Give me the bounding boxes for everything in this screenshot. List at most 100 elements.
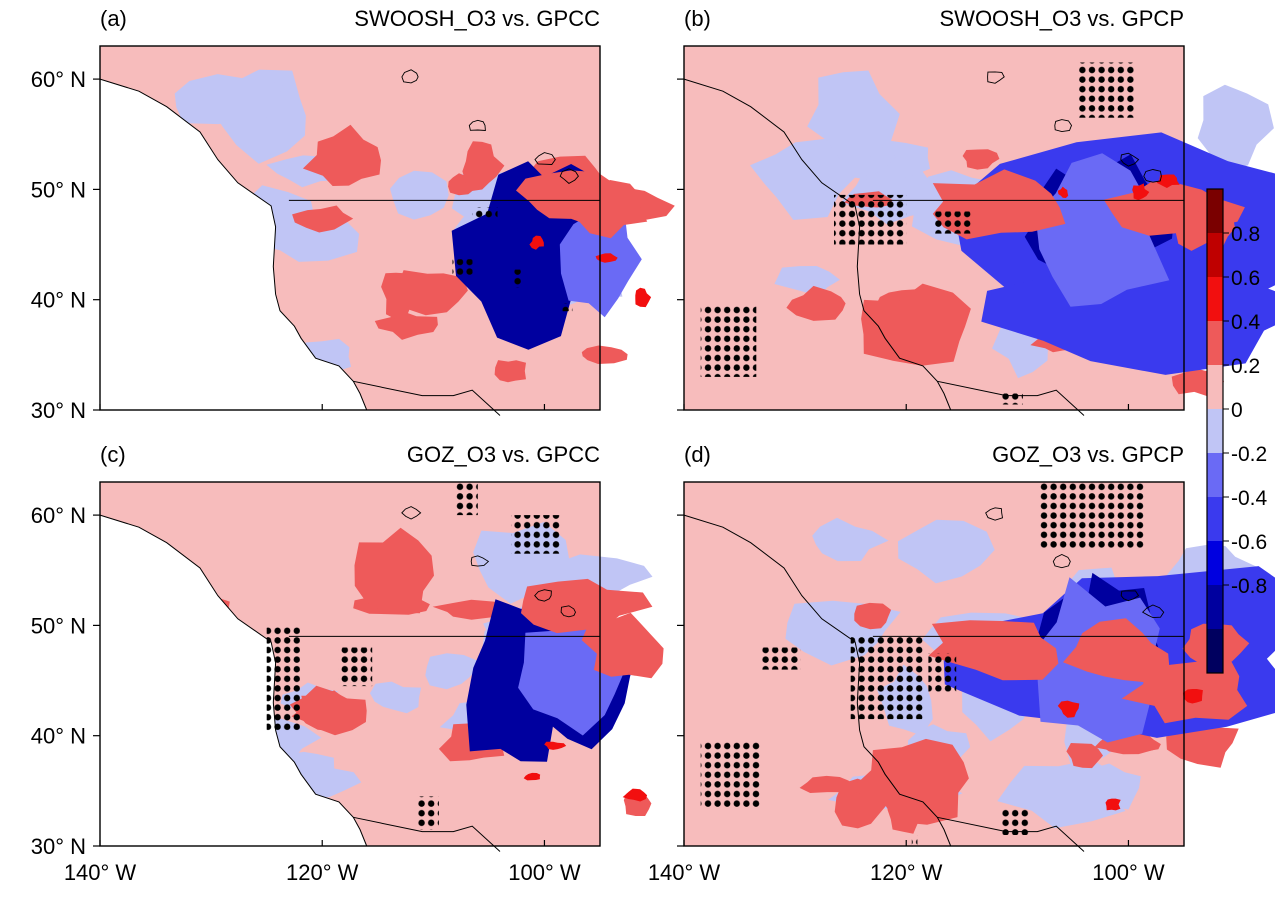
lon-tick-label: 120° W — [286, 860, 359, 885]
colorbar-label: 0 — [1231, 399, 1243, 422]
lake-outline — [401, 506, 422, 520]
coastline — [683, 78, 952, 411]
field-contour — [559, 180, 648, 239]
panel-c-coastline — [99, 506, 600, 852]
colorbar-swatch — [1207, 409, 1223, 454]
field-contour — [1066, 743, 1103, 769]
panel-b-title: SWOOSH_O3 vs. GPCP — [940, 6, 1185, 31]
lake-outline — [468, 119, 486, 131]
panel-a: (a) SWOOSH_O3 vs. GPCC 30° N 40° N 50° N 60… — [31, 6, 675, 423]
panel-a-tag: (a) — [100, 6, 127, 31]
field-contour — [1057, 186, 1069, 198]
significance-dots — [511, 515, 562, 554]
colorbar-swatch — [1207, 277, 1223, 322]
lake-outline — [1143, 169, 1162, 183]
significance-dots — [700, 305, 757, 377]
lake-outline — [534, 152, 556, 165]
field-contour — [807, 70, 900, 163]
panel-d: (d) GOZ_O3 vs. GPCP 140° W 120° W 100° W — [648, 442, 1275, 885]
field-contour — [1105, 798, 1121, 811]
significance-dots — [700, 741, 762, 808]
field-contour — [635, 287, 652, 308]
field-contour — [291, 690, 367, 736]
colorbar-swatch — [1207, 233, 1223, 278]
field-contour — [962, 149, 1000, 170]
field-contour — [928, 620, 1059, 681]
panel-c-ticks: 30° N 40° N 50° N 60° N 140° W 120° W 100° W — [31, 503, 581, 885]
field-contour — [774, 266, 840, 297]
lat-tick-label: 60° N — [31, 67, 86, 92]
colorbar-label: 0.4 — [1231, 311, 1261, 334]
significance-dots — [266, 625, 300, 731]
significance-dots — [562, 303, 573, 312]
lon-tick-label: 120° W — [870, 860, 943, 885]
significance-dots — [1000, 807, 1029, 835]
significance-dots — [928, 653, 957, 692]
field-contour — [581, 345, 628, 364]
significance-dots — [850, 636, 923, 720]
field-contour — [1063, 618, 1170, 683]
lake-outline — [560, 605, 577, 618]
lon-tick-label: 100° W — [1092, 860, 1165, 885]
us-mexico-border — [937, 816, 1085, 852]
colorbar-swatch — [1207, 541, 1223, 586]
field-contour — [622, 788, 648, 802]
panel-d-significance-stipple — [700, 482, 1146, 846]
field-contour — [1057, 700, 1080, 718]
lake-outline — [985, 507, 1004, 521]
panel-a-ticks: 30° N 40° N 50° N 60° N — [31, 67, 546, 423]
field-contour — [581, 612, 664, 679]
field-contour — [174, 74, 284, 125]
significance-dots — [1039, 482, 1146, 549]
lat-tick-label: 40° N — [31, 288, 86, 313]
field-contour — [398, 270, 468, 316]
field-contour — [374, 311, 438, 340]
us-mexico-border — [353, 380, 501, 416]
significance-dots — [1000, 393, 1023, 405]
panel-a-field — [100, 46, 675, 410]
colorbar-swatch — [1207, 585, 1223, 630]
colorbar-label: 0.2 — [1231, 355, 1260, 378]
panel-d-ticks: 140° W 120° W 100° W — [648, 514, 1165, 885]
significance-dots — [452, 259, 473, 275]
field-contour — [861, 283, 971, 366]
colorbar-swatch — [1207, 321, 1223, 366]
colorbar-label: 0.8 — [1231, 223, 1260, 246]
lat-tick-label: 30° N — [31, 398, 86, 423]
colorbar-label: 0.6 — [1231, 267, 1260, 290]
field-contour — [812, 517, 889, 562]
significance-dots — [512, 269, 523, 288]
panel-b: (b) SWOOSH_O3 vs. GPCP — [677, 6, 1275, 416]
lake-outline — [1141, 604, 1165, 619]
colorbar-label: -0.4 — [1231, 487, 1268, 510]
lat-tick-label: 60° N — [31, 503, 86, 528]
field-contour — [521, 578, 653, 634]
field-contour — [523, 772, 541, 781]
panel-b-frame — [683, 45, 1185, 411]
lake-outline — [1054, 119, 1073, 133]
significance-dots — [934, 211, 973, 234]
lon-tick-label: 140° W — [64, 860, 137, 885]
ocean-mask — [100, 73, 367, 410]
lake-outline — [1120, 152, 1140, 167]
significance-dots — [455, 482, 478, 516]
panel-a-frame — [99, 45, 601, 411]
field-contour — [390, 170, 449, 220]
field-contour — [544, 741, 567, 750]
significance-dots — [834, 194, 907, 245]
panel-b-field — [684, 46, 1275, 410]
field-contour — [529, 235, 544, 250]
lake-outline — [987, 71, 1005, 84]
lake-outline — [1120, 590, 1140, 602]
coastline — [683, 514, 952, 847]
field-contour — [369, 681, 422, 714]
panel-c-significance-stipple — [266, 482, 562, 830]
lake-outline — [1052, 554, 1071, 569]
field-contour — [750, 138, 857, 220]
field-contour — [786, 285, 846, 321]
panel-b-coastline — [683, 71, 1184, 416]
field-contour — [1197, 84, 1274, 174]
us-mexico-border — [353, 816, 501, 852]
colorbar-swatch — [1207, 189, 1223, 234]
